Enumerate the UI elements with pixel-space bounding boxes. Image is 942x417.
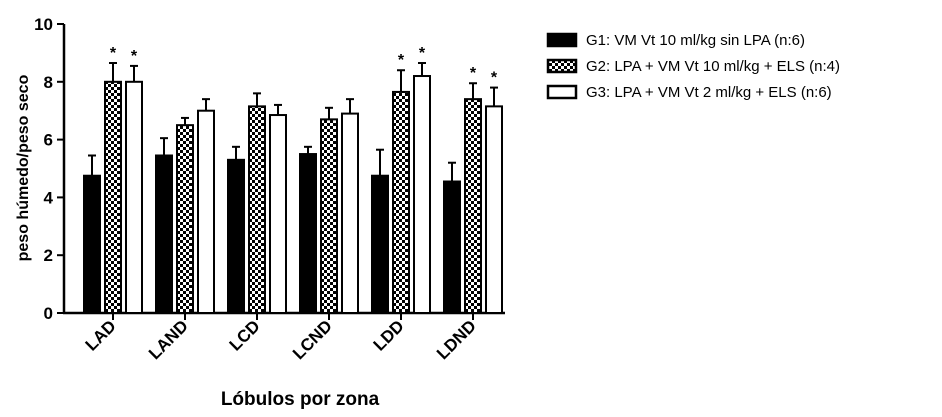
bar xyxy=(464,98,482,314)
significance-star: * xyxy=(398,52,405,69)
bar xyxy=(176,124,194,315)
bar xyxy=(371,174,389,314)
legend: G1: VM Vt 10 ml/kg sin LPA (n:6) G2: LPA … xyxy=(546,32,840,101)
significance-star: * xyxy=(131,48,138,65)
legend-label: G2: LPA + VM Vt 10 ml/kg + ELS (n:4) xyxy=(586,58,840,75)
x-tick-label: LCND xyxy=(289,316,336,363)
legend-swatch xyxy=(546,84,578,100)
x-tick-label: LCD xyxy=(226,316,264,354)
bar xyxy=(125,80,143,314)
y-axis-title: peso húmedo/peso seco xyxy=(15,74,32,261)
x-tick-label: LDD xyxy=(370,316,408,354)
y-tick-label: 2 xyxy=(44,246,53,265)
y-tick-label: 0 xyxy=(44,304,53,323)
bar xyxy=(485,105,503,314)
legend-swatch xyxy=(546,58,578,74)
bar xyxy=(227,158,245,314)
x-tick-label: LAD xyxy=(82,316,120,354)
x-tick-label: LAND xyxy=(145,316,192,363)
bar xyxy=(155,154,173,314)
bar xyxy=(83,174,101,314)
x-tick-label: LDND xyxy=(433,316,480,363)
x-axis-title: Lóbulos por zona xyxy=(221,389,380,410)
legend-label: G3: LPA + VM Vt 2 ml/kg + ELS (n:6) xyxy=(586,84,832,101)
y-tick-label: 8 xyxy=(44,73,53,92)
bar xyxy=(341,112,359,314)
significance-star: * xyxy=(470,65,477,82)
bar xyxy=(413,75,431,314)
y-tick-label: 6 xyxy=(44,131,53,150)
bar xyxy=(197,109,215,314)
bar xyxy=(299,153,317,314)
significance-star: * xyxy=(491,70,498,87)
bar xyxy=(104,80,122,314)
bar xyxy=(443,180,461,314)
bar xyxy=(269,114,287,314)
bar xyxy=(320,118,338,315)
bar xyxy=(248,105,266,314)
y-tick-label: 10 xyxy=(34,15,53,34)
bar xyxy=(392,90,410,315)
legend-label: G1: VM Vt 10 ml/kg sin LPA (n:6) xyxy=(586,32,805,49)
significance-star: * xyxy=(419,45,426,62)
significance-star: * xyxy=(110,45,117,62)
legend-swatch xyxy=(546,32,578,48)
plot-area: 0 2 4 6 8 10 * * LAD LAND LCD LCND * * LDD * * LDND xyxy=(34,15,505,363)
y-tick-label: 4 xyxy=(44,188,54,207)
